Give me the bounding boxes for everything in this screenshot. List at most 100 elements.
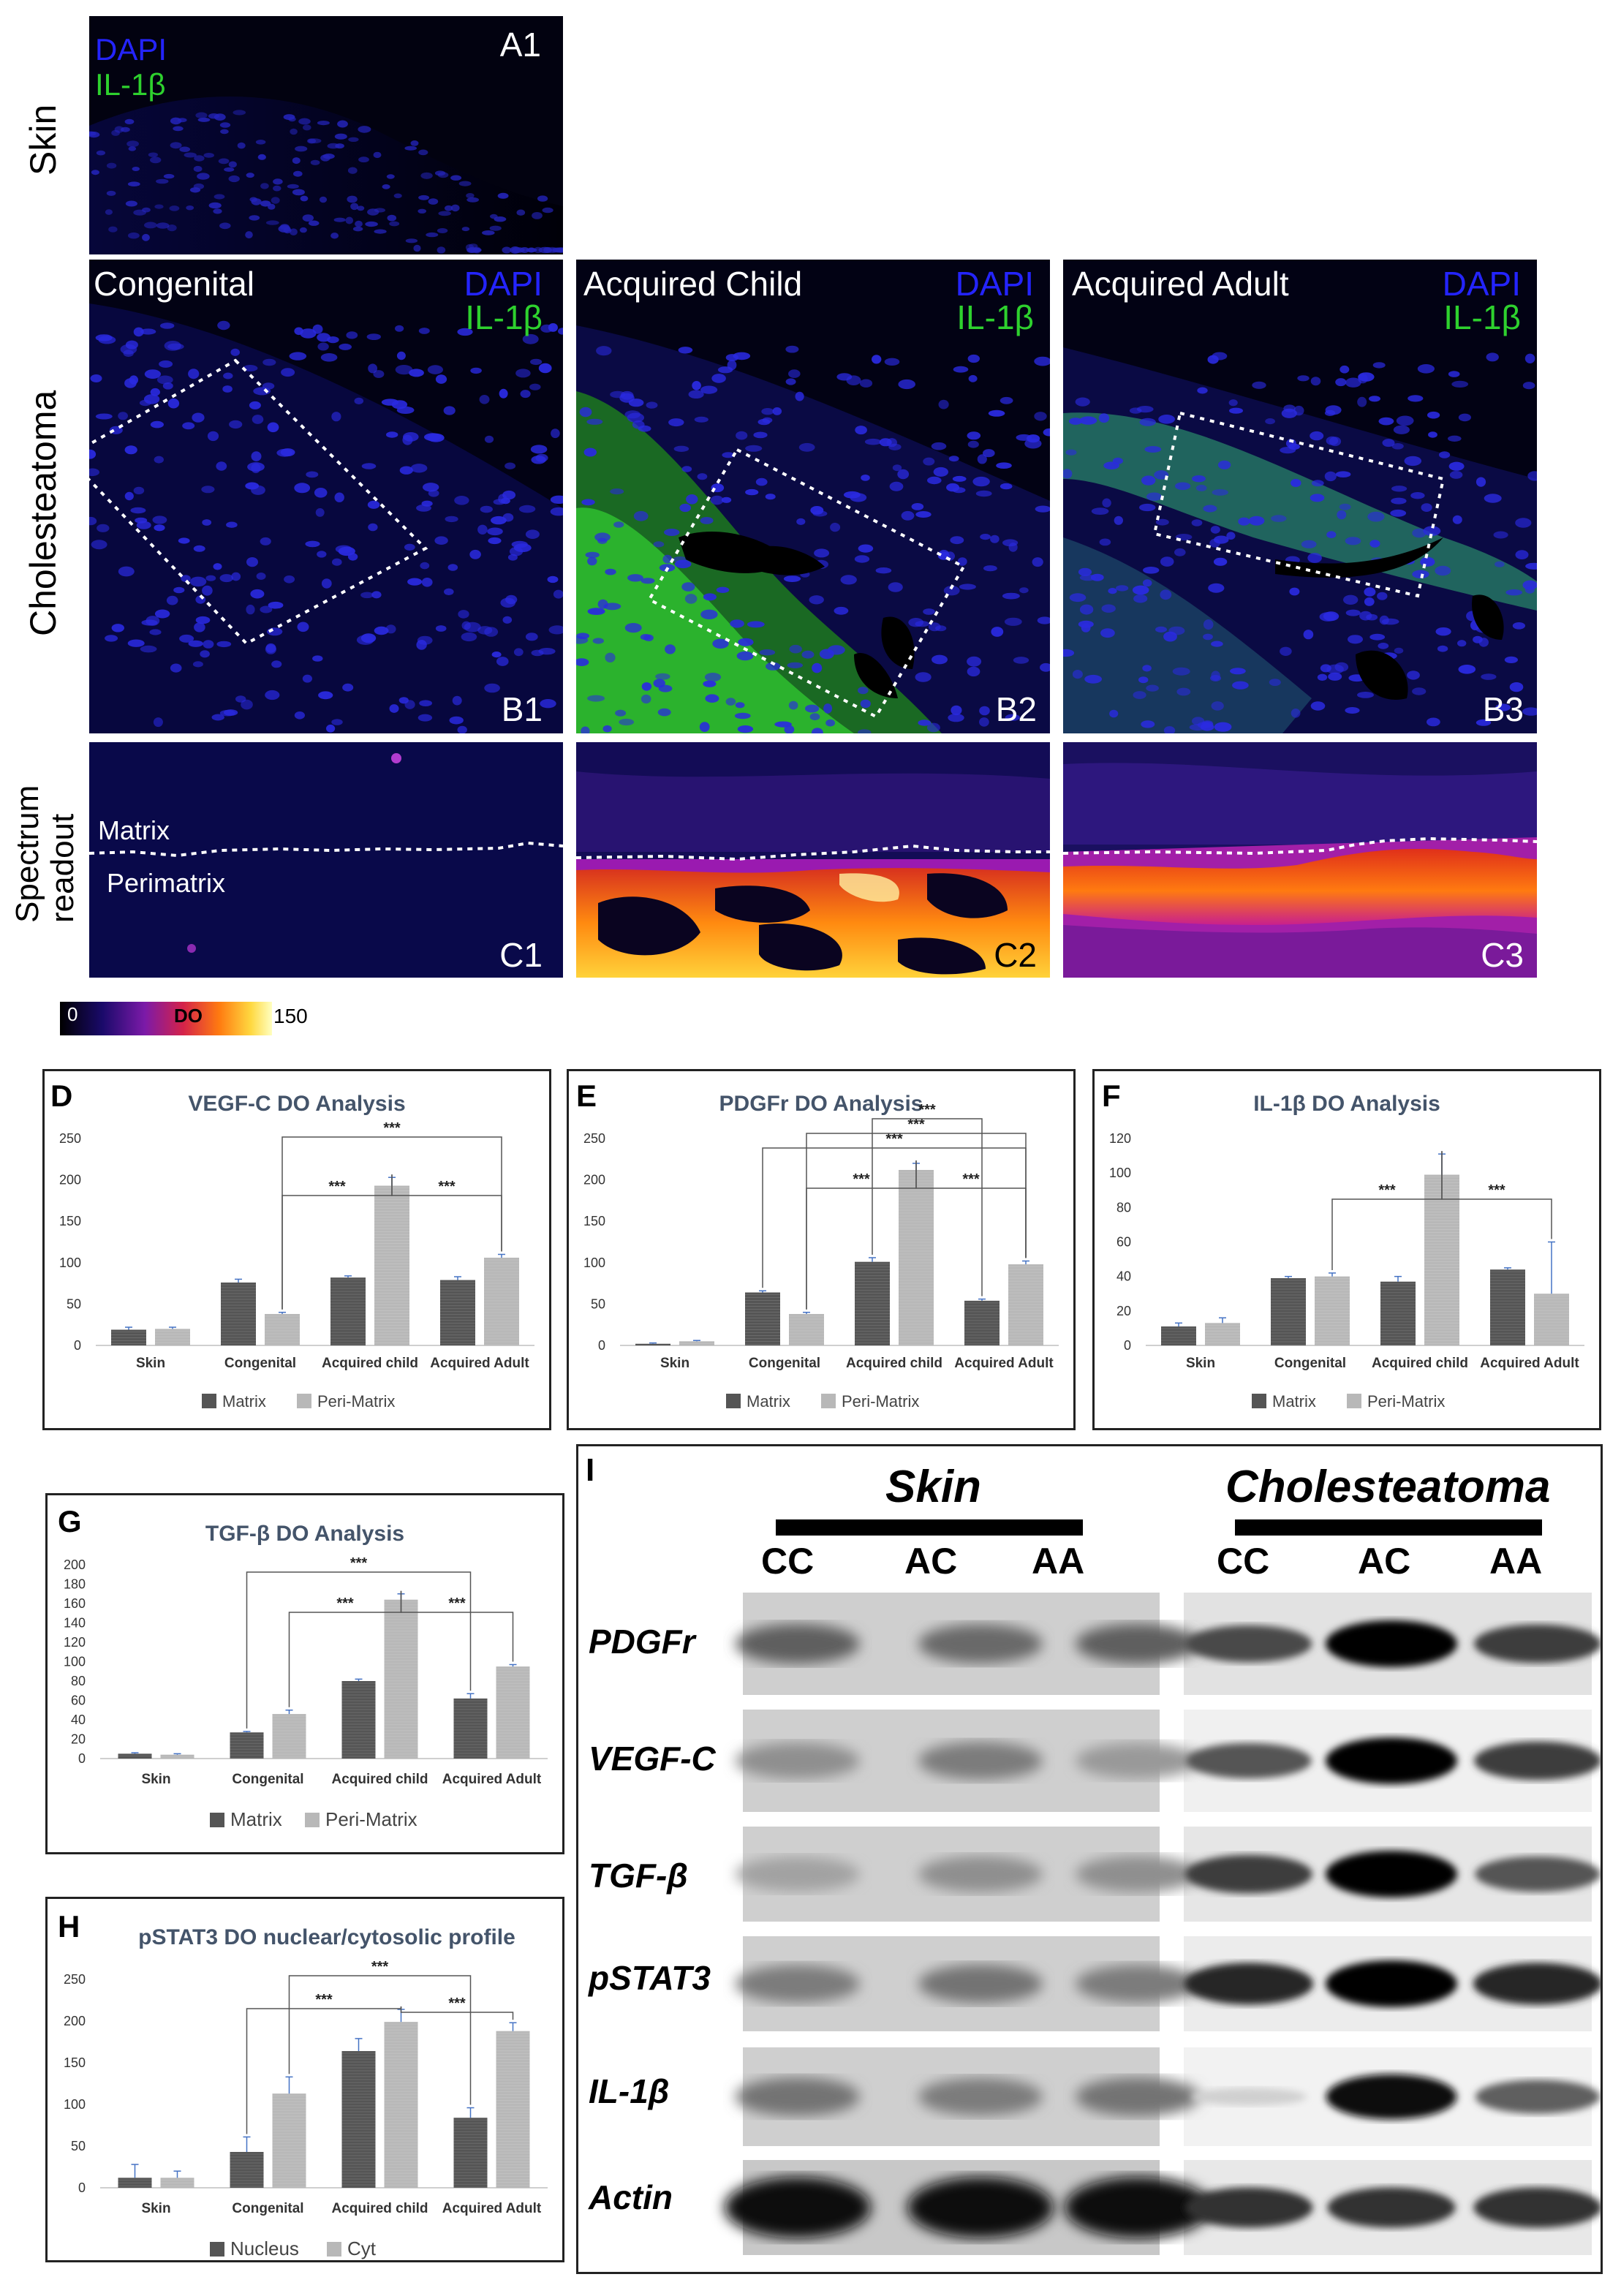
y-tick-label: 60 (71, 1693, 86, 1708)
bar (635, 1343, 670, 1345)
dapi-label: DAPI (1442, 265, 1521, 303)
significance-bracket (1441, 1151, 1552, 1239)
significance-label: *** (918, 1102, 936, 1118)
spectrum-c3: C3 (1063, 742, 1537, 978)
blot-band (1326, 2074, 1457, 2120)
y-tick-label: 50 (71, 2139, 86, 2153)
blot-band (736, 2077, 860, 2116)
significance-label: *** (315, 1992, 333, 2008)
bar (384, 1599, 418, 1759)
y-tick-label: 250 (59, 1131, 81, 1146)
matrix-label: Matrix (98, 815, 170, 845)
significance-bracket (762, 1147, 1027, 1288)
bar (745, 1292, 780, 1345)
legend-swatch (210, 1813, 224, 1827)
legend-label: Matrix (230, 1808, 282, 1830)
bar (118, 1753, 152, 1759)
bar (384, 2022, 418, 2188)
blot-band (1474, 1741, 1601, 1780)
significance-label: *** (438, 1179, 456, 1195)
y-tick-label: 250 (64, 1972, 86, 1987)
significance-bracket (872, 1118, 983, 1296)
tissue-image (1063, 347, 1537, 733)
legend-swatch (327, 2242, 341, 2257)
y-tick-label: 100 (64, 1655, 86, 1669)
legend-label: Matrix (747, 1392, 790, 1411)
micrograph-b2: Acquired Child DAPI IL-1β B2 (576, 260, 1050, 733)
x-tick-label: Acquired child (332, 2201, 428, 2216)
lane-label: CC (761, 1541, 815, 1582)
y-tick-label: 150 (64, 2055, 86, 2070)
panel-label-b2: B2 (995, 690, 1037, 728)
il1b-label: IL-1β (465, 298, 543, 336)
dapi-label: DAPI (464, 265, 543, 303)
y-tick-label: 120 (64, 1635, 86, 1650)
blot-band (1185, 1854, 1312, 1894)
bar (1490, 1269, 1525, 1345)
bar (440, 1280, 475, 1345)
colorbar-min: 0 (67, 1003, 78, 1025)
chart-panel-d: D VEGF-C DO Analysis 0 50 100 150 200 250 Skin C… (42, 1069, 551, 1430)
bar (899, 1170, 934, 1345)
legend-swatch (1347, 1394, 1361, 1408)
lane-label: AA (1489, 1541, 1543, 1582)
y-tick-label: 20 (71, 1732, 86, 1747)
western-blot-panel: I Skin Cholesteatoma CC AC AA CC AC AA P… (576, 1444, 1603, 2274)
protein-label-vegfc: VEGF-C (589, 1740, 716, 1778)
il1b-label: IL-1β (1443, 298, 1521, 336)
significance-label: *** (328, 1179, 346, 1195)
y-tick-label: 0 (74, 1338, 81, 1353)
y-tick-label: 120 (1109, 1131, 1131, 1146)
blot-band (1326, 1851, 1457, 1897)
y-tick-label: 50 (67, 1296, 81, 1311)
y-tick-label: 0 (598, 1338, 605, 1353)
lane-label: AC (1358, 1541, 1411, 1582)
x-tick-label: Acquired Adult (1480, 1356, 1579, 1371)
bar (1161, 1326, 1196, 1345)
significance-label: *** (1378, 1182, 1396, 1198)
y-tick-label: 0 (78, 1751, 86, 1766)
bar (1008, 1264, 1043, 1345)
dapi-label: DAPI (955, 265, 1034, 303)
colorbar-label: DO (174, 1005, 203, 1027)
blot-band (1076, 1623, 1200, 1664)
chart-title: IL-1β DO Analysis (1253, 1092, 1440, 1116)
significance-label: *** (336, 1596, 354, 1612)
panel-label-a1: A1 (499, 26, 541, 64)
colorbar (60, 1002, 272, 1035)
blot-band (1065, 2177, 1211, 2238)
significance-label: *** (853, 1171, 870, 1187)
bar (230, 2151, 264, 2188)
blot-band (1185, 1625, 1312, 1663)
x-tick-label: Acquired child (322, 1356, 418, 1371)
legend-swatch (726, 1394, 741, 1408)
bar (330, 1277, 366, 1345)
bar (374, 1185, 409, 1345)
legend-label: Matrix (1272, 1392, 1316, 1411)
bar-chart: IL-1β DO Analysis 0 20 40 60 80 100 120 Skin Cong… (1109, 1092, 1584, 1411)
y-tick-label: 200 (64, 2014, 86, 2028)
blot-band (736, 1857, 860, 1892)
x-tick-label: Acquired Adult (430, 1356, 529, 1371)
panel-label-b3: B3 (1482, 690, 1524, 728)
bar (1380, 1281, 1416, 1345)
chart-panel-f: F IL-1β DO Analysis 0 20 40 60 80 100 120 Skin Co… (1092, 1069, 1601, 1430)
row-label-cholesteatoma: Cholesteatoma (23, 390, 64, 636)
legend-label: Cyt (347, 2238, 377, 2259)
significance-label: *** (383, 1120, 401, 1136)
x-tick-label: Congenital (224, 1356, 296, 1371)
bar (1271, 1278, 1306, 1345)
significance-bracket (400, 2006, 514, 2020)
x-tick-label: Acquired Adult (442, 2201, 542, 2216)
y-tick-label: 40 (71, 1712, 86, 1727)
y-tick-label: 20 (1116, 1304, 1131, 1318)
blot-band (1326, 1620, 1457, 1667)
blot-band (1184, 2187, 1313, 2228)
il1b-label: IL-1β (95, 67, 166, 102)
y-tick-label: 150 (59, 1214, 81, 1228)
bar (160, 2178, 194, 2188)
bar (230, 1732, 264, 1759)
y-tick-label: 100 (1109, 1166, 1131, 1180)
significance-bracket (246, 1571, 472, 1729)
x-tick-label: Skin (141, 1772, 170, 1787)
